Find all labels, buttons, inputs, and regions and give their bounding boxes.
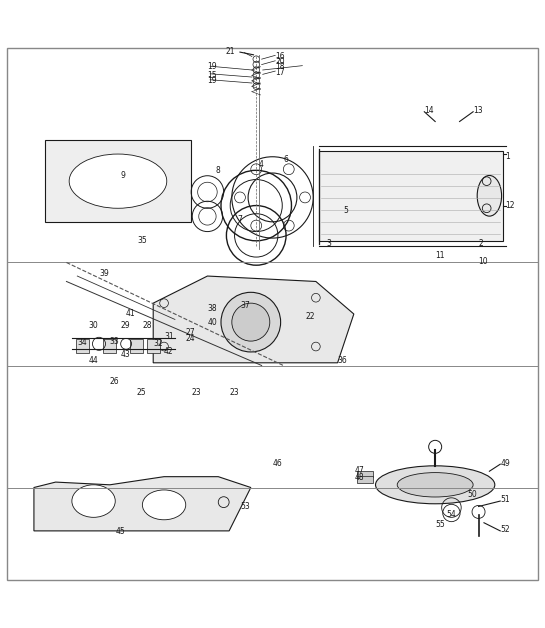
Text: 2: 2 (479, 239, 483, 248)
Ellipse shape (69, 154, 167, 208)
Text: 17: 17 (275, 68, 285, 77)
Polygon shape (153, 276, 354, 363)
Text: 32: 32 (153, 339, 163, 349)
Circle shape (221, 292, 281, 352)
Text: 21: 21 (225, 46, 234, 55)
Text: 48: 48 (355, 474, 365, 482)
FancyBboxPatch shape (147, 340, 160, 353)
Text: 19: 19 (208, 77, 217, 85)
Text: 6: 6 (283, 155, 288, 164)
Polygon shape (45, 141, 191, 222)
Text: 4: 4 (259, 160, 264, 170)
Text: 9: 9 (120, 171, 125, 180)
Text: 35: 35 (137, 236, 147, 246)
Text: 13: 13 (473, 106, 483, 115)
Text: 38: 38 (208, 304, 217, 313)
Text: 39: 39 (99, 269, 109, 278)
Text: 47: 47 (355, 465, 365, 475)
Text: 40: 40 (208, 318, 217, 327)
Text: 51: 51 (500, 495, 510, 504)
Text: 25: 25 (137, 388, 147, 397)
Text: 42: 42 (164, 347, 174, 357)
FancyBboxPatch shape (104, 340, 116, 353)
Text: 44: 44 (88, 355, 98, 365)
Ellipse shape (477, 175, 501, 216)
Text: 8: 8 (216, 166, 220, 175)
FancyBboxPatch shape (356, 471, 373, 477)
Text: 33: 33 (110, 337, 119, 345)
Text: 46: 46 (272, 458, 282, 468)
Polygon shape (319, 151, 503, 241)
FancyBboxPatch shape (7, 48, 538, 580)
Text: 55: 55 (435, 520, 445, 529)
Text: 10: 10 (479, 257, 488, 266)
Text: 52: 52 (500, 525, 510, 534)
Text: 24: 24 (186, 334, 195, 343)
Text: 20: 20 (275, 57, 285, 67)
Text: 5: 5 (343, 207, 348, 215)
Text: 1: 1 (506, 152, 511, 161)
Text: 7: 7 (237, 215, 242, 224)
Text: 28: 28 (142, 322, 152, 330)
Text: 27: 27 (186, 328, 195, 337)
Text: 34: 34 (77, 338, 87, 347)
Text: 30: 30 (88, 322, 98, 330)
Text: 41: 41 (126, 310, 136, 318)
Text: 11: 11 (435, 251, 445, 261)
Ellipse shape (72, 485, 115, 517)
Text: 50: 50 (468, 490, 477, 499)
Text: 29: 29 (120, 322, 130, 330)
Text: 23: 23 (229, 388, 239, 397)
Text: 43: 43 (120, 350, 130, 359)
FancyBboxPatch shape (130, 340, 143, 353)
FancyBboxPatch shape (356, 476, 373, 483)
Text: 26: 26 (110, 377, 119, 386)
Text: 3: 3 (326, 239, 331, 248)
Text: 54: 54 (446, 510, 456, 519)
Text: 16: 16 (275, 52, 285, 61)
Text: 53: 53 (240, 502, 250, 511)
Circle shape (232, 303, 270, 341)
Text: 14: 14 (425, 106, 434, 115)
Ellipse shape (376, 466, 495, 504)
Text: 37: 37 (240, 301, 250, 310)
Text: 15: 15 (208, 71, 217, 80)
Text: 36: 36 (337, 355, 347, 365)
Polygon shape (34, 477, 251, 531)
Text: 31: 31 (164, 332, 174, 341)
Text: 22: 22 (305, 312, 314, 321)
Text: 45: 45 (116, 528, 125, 536)
Text: 19: 19 (208, 62, 217, 71)
Ellipse shape (397, 473, 473, 497)
Text: 49: 49 (500, 458, 510, 468)
Text: 12: 12 (506, 201, 515, 210)
FancyBboxPatch shape (76, 340, 89, 353)
Ellipse shape (142, 490, 186, 520)
Text: 23: 23 (191, 388, 201, 397)
Text: 18: 18 (275, 62, 284, 71)
